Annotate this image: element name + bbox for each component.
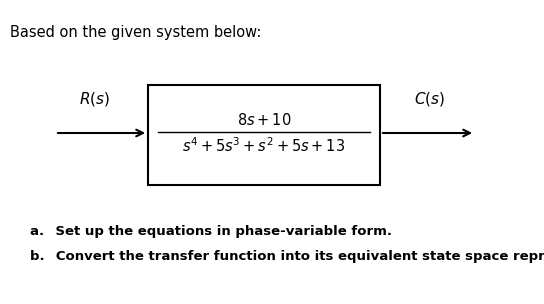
Text: b.  Convert the transfer function into its equivalent state space representation: b. Convert the transfer function into it… bbox=[30, 250, 544, 263]
Text: a.  Set up the equations in phase-variable form.: a. Set up the equations in phase-variabl… bbox=[30, 225, 392, 238]
Bar bbox=[148, 85, 380, 185]
Text: $R(s)$: $R(s)$ bbox=[79, 90, 110, 108]
Text: Based on the given system below:: Based on the given system below: bbox=[10, 25, 261, 40]
Text: $8s + 10$: $8s + 10$ bbox=[237, 112, 291, 128]
Text: $s^4 + 5s^3 + s^2 + 5s + 13$: $s^4 + 5s^3 + s^2 + 5s + 13$ bbox=[182, 136, 345, 155]
Text: $C(s)$: $C(s)$ bbox=[415, 90, 446, 108]
